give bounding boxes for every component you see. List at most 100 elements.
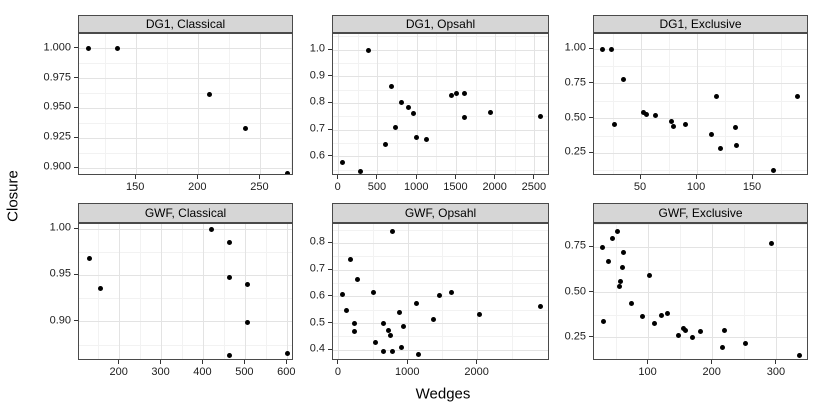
x-tick-mark [337, 175, 339, 179]
x-tick-mark [134, 175, 136, 179]
gridline-major [594, 337, 807, 339]
facet-panel [78, 223, 293, 360]
facet-strip: DG1, Exclusive [593, 15, 808, 33]
x-tick-mark [751, 175, 753, 179]
data-point [370, 290, 376, 296]
y-tick-mark [589, 151, 593, 153]
x-tick-mark [160, 360, 162, 364]
y-tick-label: 0.6 [309, 289, 325, 302]
data-point [414, 135, 420, 141]
x-tick-mark [711, 360, 713, 364]
gridline-major [286, 224, 288, 359]
data-point [644, 112, 650, 117]
x-tick-label: 300 [151, 366, 170, 378]
data-point [461, 115, 467, 121]
x-tick-mark [196, 175, 198, 179]
y-tick-mark [74, 106, 78, 108]
gridline-minor [79, 63, 292, 65]
data-point [742, 340, 748, 346]
gridline-major [79, 137, 292, 139]
gridline-minor [228, 34, 230, 174]
data-point [449, 290, 455, 296]
data-point [658, 312, 664, 318]
x-tick-label: 2500 [521, 181, 547, 193]
data-point [610, 235, 616, 241]
x-tick-mark [415, 175, 417, 179]
x-tick-mark [376, 175, 378, 179]
y-tick-mark [74, 77, 78, 78]
data-point [683, 122, 689, 128]
data-point [487, 109, 493, 115]
y-tick-label: 0.25 [564, 330, 586, 343]
facet-strip: GWF, Exclusive [593, 203, 808, 223]
x-tick-mark [647, 360, 649, 364]
data-point [675, 333, 681, 339]
facet-strip-label: DG1, Opsahl [405, 17, 476, 31]
gridline-major [79, 228, 292, 230]
data-point [387, 333, 393, 339]
gridline-minor [104, 34, 106, 174]
gridline-minor [333, 62, 548, 64]
data-point [680, 326, 686, 332]
gridline-minor [475, 34, 477, 174]
data-point [611, 121, 617, 127]
y-tick-mark [328, 268, 332, 270]
y-tick-label: 0.7 [309, 122, 325, 135]
data-point [405, 104, 411, 110]
x-tick-mark [639, 175, 641, 179]
y-axis-title: Closure [4, 170, 22, 222]
x-tick-label: 1000 [395, 366, 420, 378]
y-tick-label: 1.00 [564, 41, 586, 54]
data-point [619, 264, 625, 270]
gridline-major [712, 224, 714, 359]
y-tick-label: 0.50 [564, 111, 586, 124]
x-tick-mark [337, 360, 339, 364]
data-point [208, 226, 214, 232]
data-point [618, 279, 624, 285]
y-tick-mark [328, 75, 332, 77]
gridline-minor [780, 34, 782, 174]
x-tick-label: 600 [277, 366, 296, 378]
data-point [795, 93, 801, 99]
gridline-major [135, 34, 137, 174]
data-point [410, 111, 416, 117]
x-tick-label: 100 [638, 366, 657, 378]
y-tick-label: 1.000 [43, 41, 71, 54]
x-tick-label: 400 [193, 366, 212, 378]
gridline-minor [594, 224, 807, 226]
data-point [226, 274, 232, 280]
data-point [389, 349, 395, 355]
y-tick-label: 0.925 [43, 130, 71, 143]
gridline-major [79, 321, 292, 323]
data-point [385, 327, 391, 333]
gridline-major [79, 107, 292, 109]
gridline-major [776, 224, 778, 359]
y-tick-label: 0.25 [564, 145, 586, 158]
data-point [605, 259, 611, 265]
y-tick-mark [74, 47, 78, 49]
x-tick-label: 300 [766, 366, 786, 378]
facet-strip-label: DG1, Classical [145, 17, 226, 31]
data-point [343, 307, 349, 313]
data-point [733, 142, 739, 148]
data-point [352, 329, 358, 335]
gridline-major [377, 34, 379, 174]
y-tick-label: 0.975 [43, 71, 71, 83]
data-point [537, 303, 543, 309]
gridline-minor [79, 122, 292, 124]
y-tick-label: 0.90 [49, 314, 71, 327]
x-tick-label: 1000 [403, 181, 429, 193]
data-point [668, 118, 674, 124]
gridline-major [338, 224, 340, 359]
data-point [372, 339, 378, 345]
y-tick-label: 0.7 [309, 262, 325, 275]
y-tick-label: 1.0 [309, 42, 325, 55]
facet-strip: DG1, Opsahl [332, 15, 549, 33]
facet-strip-label: GWF, Classical [144, 206, 227, 220]
gridline-minor [594, 170, 807, 172]
data-point [718, 146, 724, 152]
facet-panel [332, 223, 549, 360]
data-point [721, 327, 727, 333]
gridline-minor [680, 224, 682, 359]
y-tick-mark [328, 241, 332, 243]
